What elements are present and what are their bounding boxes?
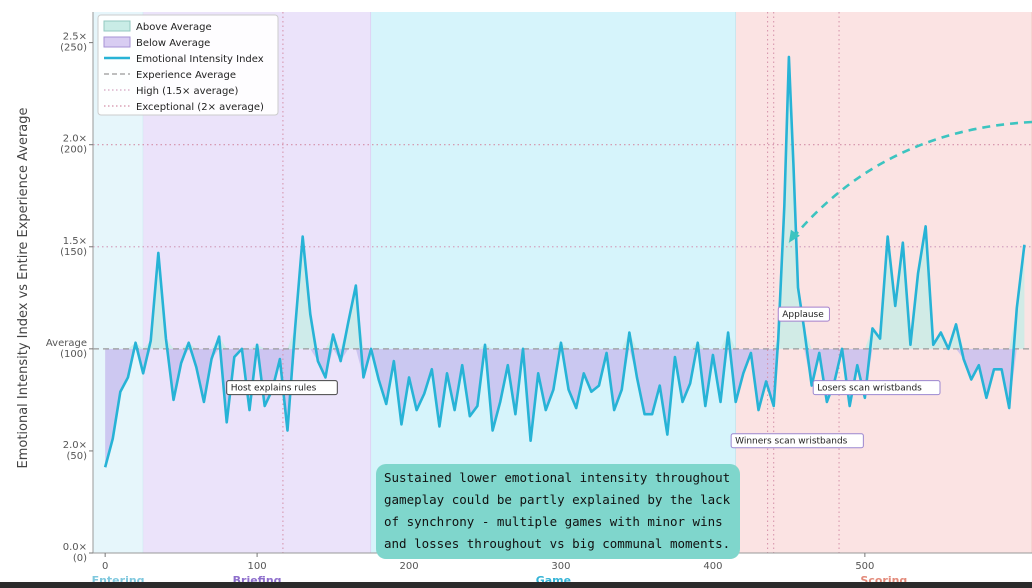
callout-arrow-path [787,120,1032,244]
legend-label-high-1-5-average: High (1.5× average) [136,86,238,97]
annotation-box-winners-scan-wristbands [730,433,864,449]
x-tick-label: 400 [703,561,722,572]
annotation-box-losers-scan-wristbands [812,380,941,396]
legend-label-above-average: Above Average [136,22,212,33]
callout-arrow-head [788,229,800,243]
legend-box [97,14,279,116]
axes: 0.0×(0)2.0×(50)Average(100)1.5×(150)2.0×… [46,12,1032,572]
legend-swatch-above-average [103,20,131,32]
annotations: Host explains rules Applause Winners scan … [226,306,941,449]
legend-label-below-average: Below Average [136,38,210,49]
series-line-emotional-intensity-index [103,55,1026,468]
x-tick-label: 200 [399,561,418,572]
annotation-winners-scan-wristbands: Winners scan wristbands [735,437,848,447]
annotation-host-explains-rules: Host explains rules [231,384,317,394]
y-tick-sublabel: (0) [73,553,87,564]
legend-swatch-below-average [103,36,131,48]
y-axis-label: Emotional Intensity Index vs Entire Expe… [16,107,31,468]
annotation-losers-scan-wristbands: Losers scan wristbands [817,384,922,394]
legend-label-experience-average: Experience Average [136,70,236,81]
above-average-area [105,56,1025,349]
y-tick-label: 2.5× [63,32,87,43]
insight-callout: Sustained lower emotional intensity thro… [376,464,740,559]
y-tick-label: 2.0× [63,134,87,145]
phase-band-game [371,12,736,553]
y-tick-label: 1.5× [63,236,87,247]
annotation-box-host-explains-rules [226,380,338,396]
legend-label-exceptional-2-average: Exceptional (2× average) [136,102,264,113]
y-tick-label: 0.0× [63,542,87,553]
x-tick-label: 500 [855,561,874,572]
reference-lines [93,144,1032,350]
x-tick-label: 0 [102,561,108,572]
y-tick-sublabel: (250) [60,43,87,54]
annotation-box-applause [777,306,830,322]
x-tick-label: 100 [248,561,267,572]
y-tick-sublabel: (50) [66,451,87,462]
legend-label-emotional-intensity-index: Emotional Intensity Index [136,54,264,65]
series-lines [103,55,1026,468]
callout-arrow [787,120,1032,244]
y-tick-sublabel: (200) [60,145,87,156]
x-tick-label: 300 [551,561,570,572]
bottom-edge-bar [0,582,1032,588]
annotation-applause: Applause [782,310,824,320]
y-tick-label: Average [46,338,87,349]
event-lines [282,12,840,553]
y-tick-label: 2.0× [63,440,87,451]
y-tick-sublabel: (100) [60,349,87,360]
y-tick-sublabel: (150) [60,247,87,258]
legend: Above Average Below Average Emotional Inte… [97,14,279,116]
